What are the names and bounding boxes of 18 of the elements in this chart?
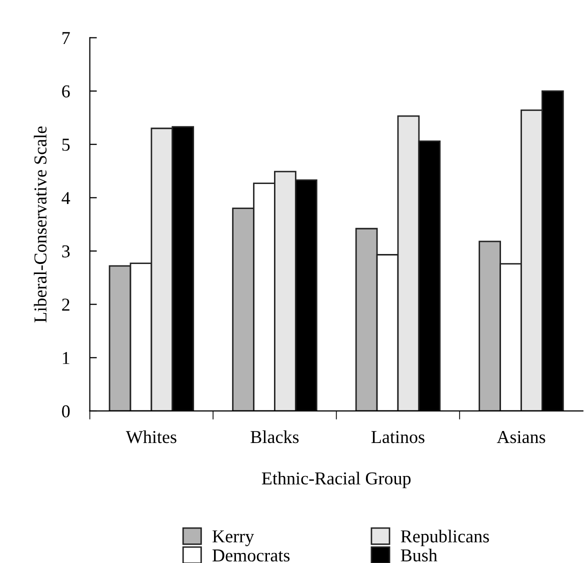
legend-label: Kerry <box>212 530 254 546</box>
y-tick-label: 1 <box>62 352 70 364</box>
y-tick-label: 0 <box>62 405 70 418</box>
x-tick-label: Blacks <box>250 430 299 444</box>
y-axis-title: Liberal-Conservative Scale <box>34 126 47 322</box>
x-axis-title: Ethnic-Racial Group <box>262 472 411 488</box>
legend-label: Bush <box>400 548 438 562</box>
x-tick-label: Latinos <box>371 431 424 444</box>
y-tick-label: 5 <box>62 138 70 151</box>
legend-label: Democrats <box>212 550 290 562</box>
y-tick-label: 6 <box>62 85 70 98</box>
y-tick-label: 4 <box>62 192 70 204</box>
x-tick-label: Asians <box>496 431 546 444</box>
y-tick-label: 2 <box>62 298 70 311</box>
y-tick-label: 3 <box>62 245 70 258</box>
y-tick-label: 7 <box>62 32 70 44</box>
x-tick-label: Whites <box>126 430 176 444</box>
legend-label: Republicans <box>400 530 489 546</box>
